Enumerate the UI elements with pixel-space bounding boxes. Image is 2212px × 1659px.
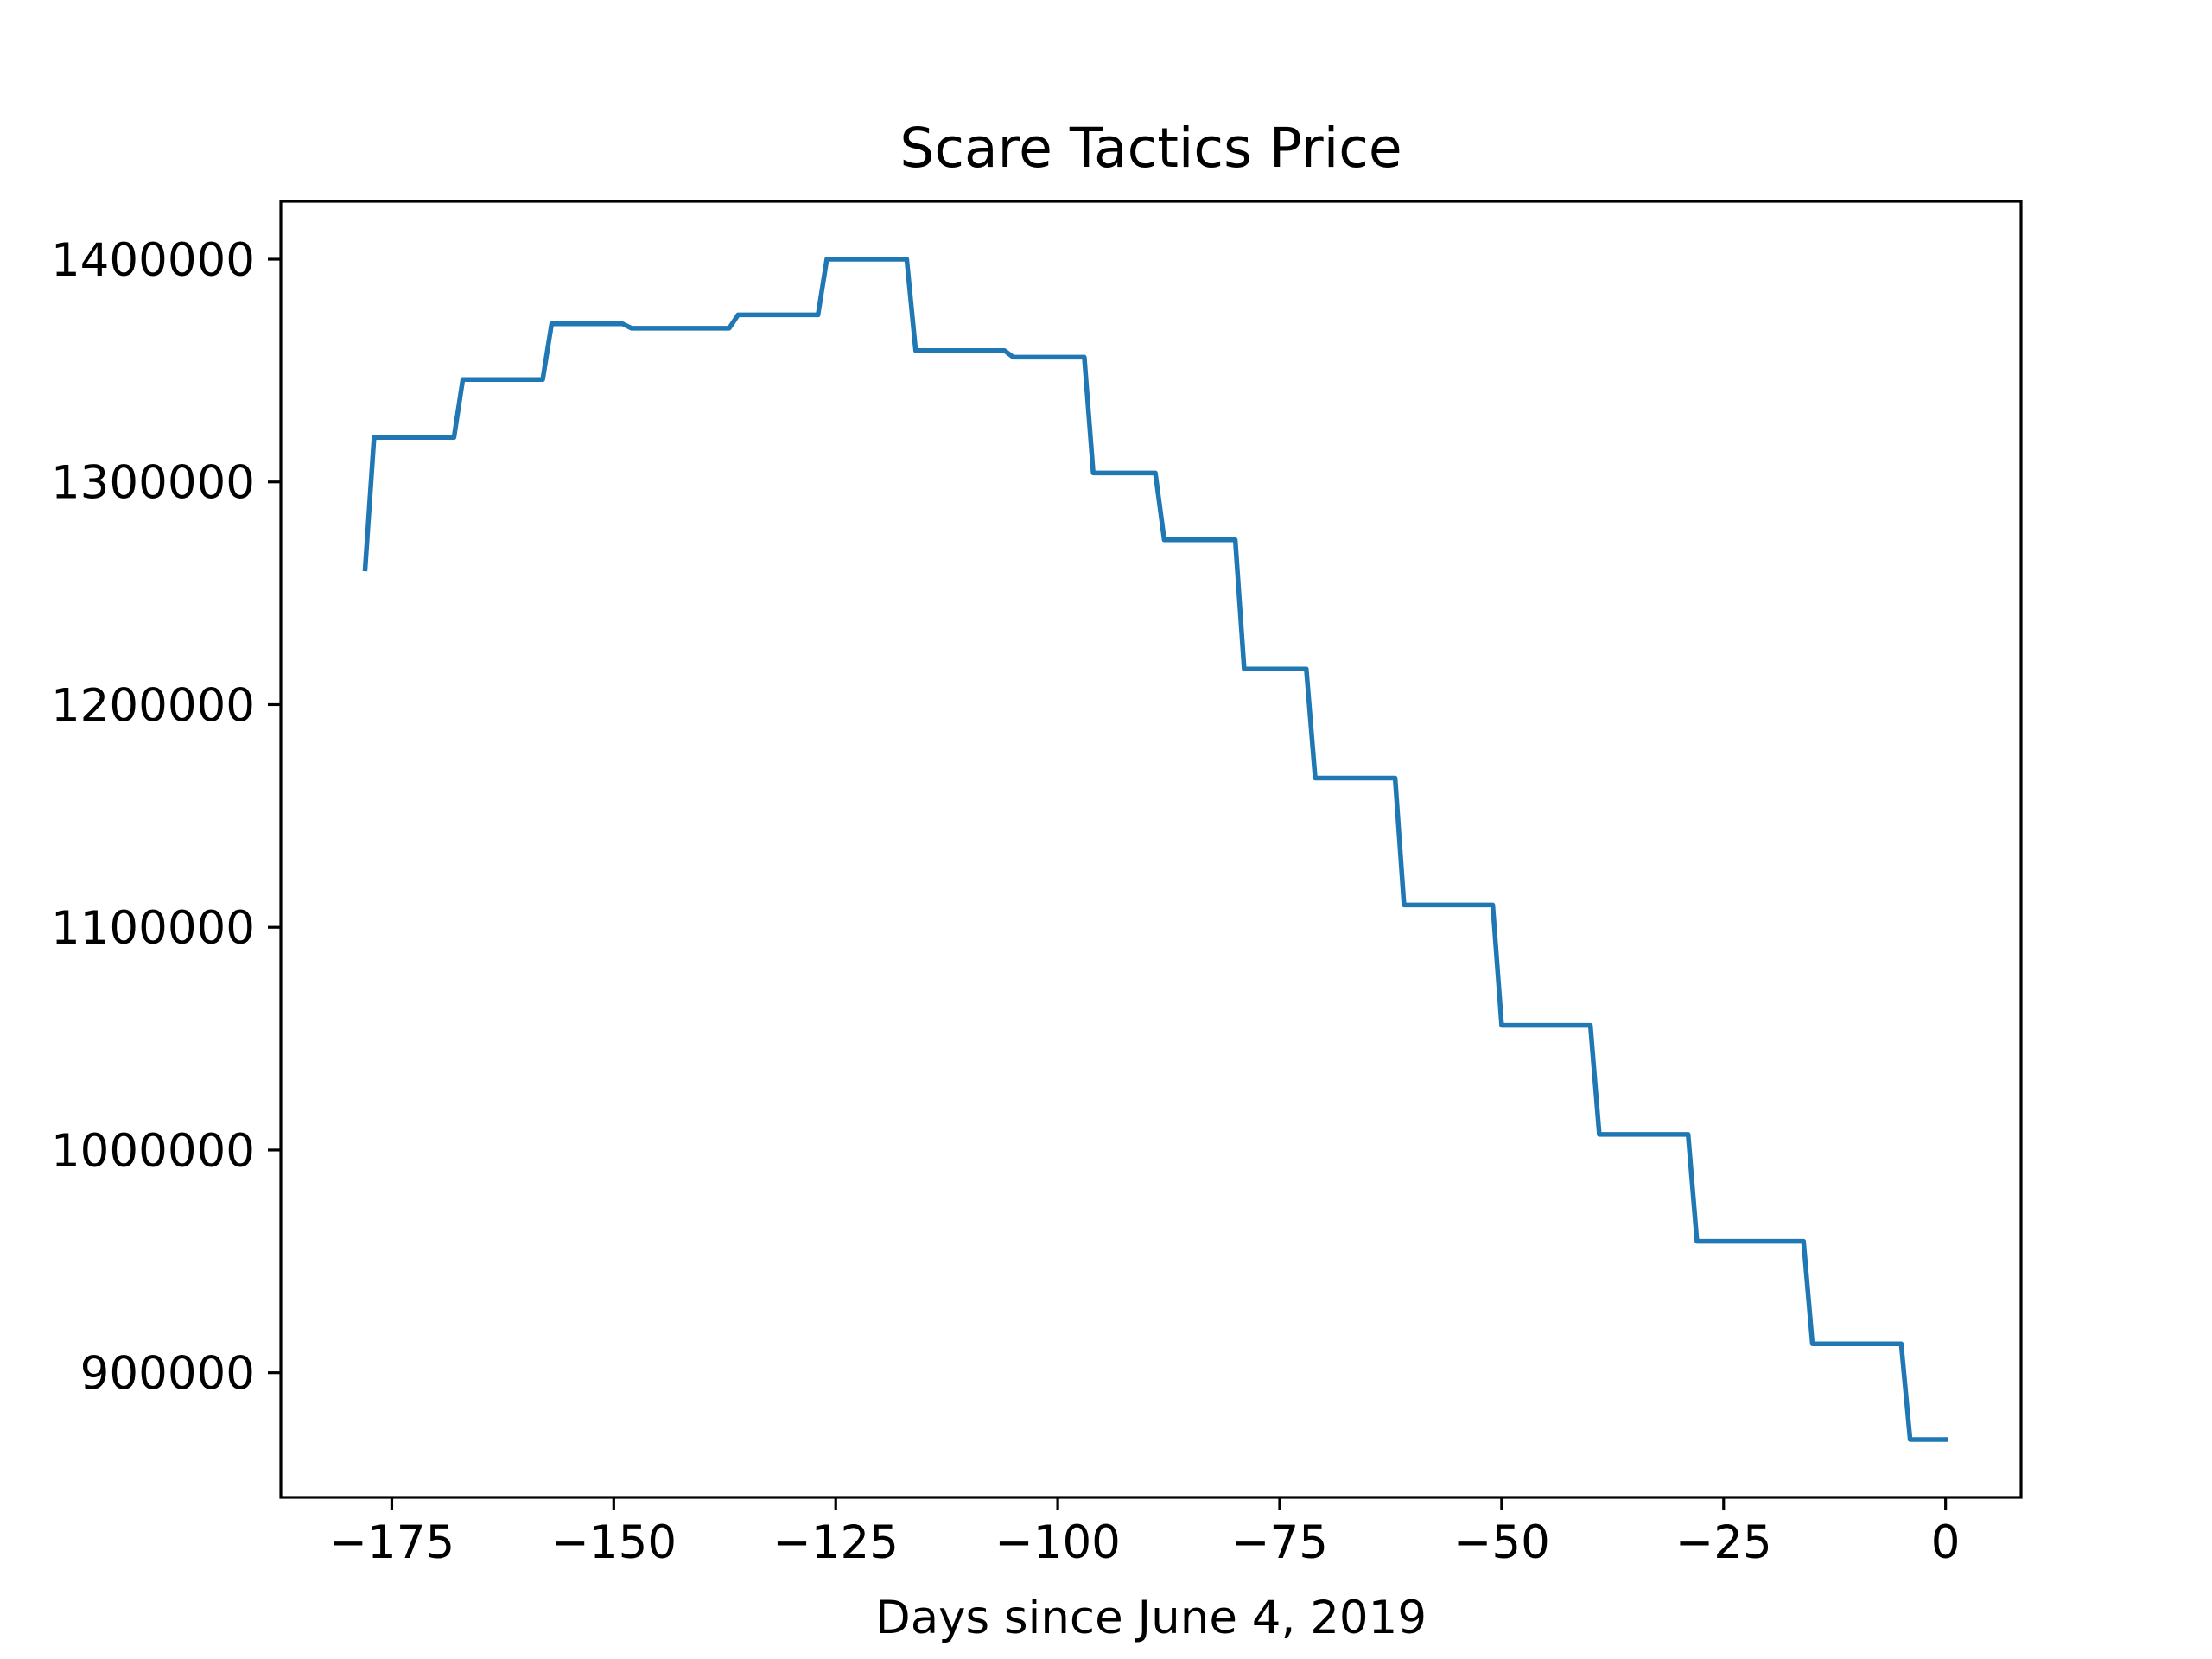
x-tick-label: −25 (1675, 1516, 1772, 1569)
plot-area (362, 257, 1948, 1442)
price-series-line (362, 257, 1948, 1442)
x-axis: −175 −150 −125 −100 −75 −50 −25 0 (329, 1497, 1961, 1569)
x-tick-label: −175 (329, 1516, 455, 1569)
x-tick-label: −50 (1453, 1516, 1550, 1569)
y-tick-label: 1200000 (51, 679, 255, 732)
axes-frame (279, 200, 2023, 1499)
x-tick-label: −75 (1231, 1516, 1328, 1569)
chart-title: Scare Tactics Price (899, 117, 1402, 180)
y-tick-label: 1300000 (51, 457, 255, 510)
x-tick-label: 0 (1931, 1516, 1961, 1569)
x-tick-label: −100 (995, 1516, 1121, 1569)
y-tick-label: 900000 (80, 1348, 255, 1401)
y-tick-label: 1100000 (51, 902, 255, 955)
y-tick-label: 1000000 (51, 1125, 255, 1178)
y-axis: 900000 1000000 1100000 1200000 1300000 140000… (51, 234, 281, 1401)
x-tick-label: −125 (772, 1516, 899, 1569)
x-tick-label: −150 (551, 1516, 677, 1569)
x-axis-label: Days since June 4, 2019 (875, 1592, 1427, 1644)
y-tick-label: 1400000 (51, 234, 255, 287)
